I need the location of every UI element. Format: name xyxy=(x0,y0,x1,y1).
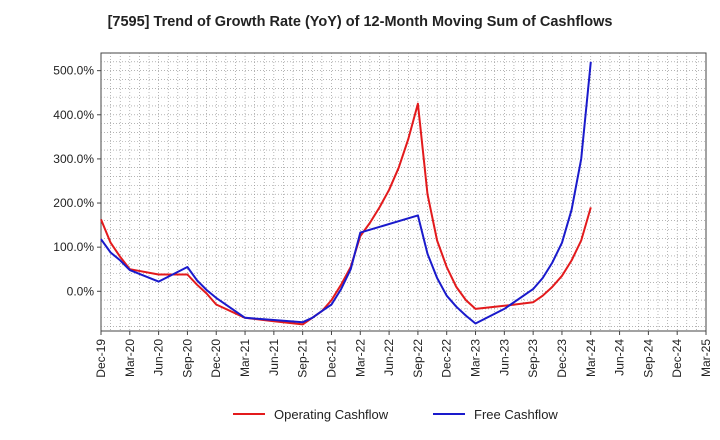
x-tick-label: Sep-21 xyxy=(296,339,310,378)
free-cashflow-line xyxy=(100,61,592,325)
x-tick-label: Mar-21 xyxy=(238,339,252,377)
x-tick-label: Jun-22 xyxy=(382,339,396,376)
y-tick-label: 0.0% xyxy=(67,284,95,298)
x-tick-label: Dec-21 xyxy=(324,339,338,378)
chart-title: [7595] Trend of Growth Rate (YoY) of 12-… xyxy=(107,14,613,30)
x-tick-label: Dec-23 xyxy=(555,339,569,378)
plot-area xyxy=(100,52,707,332)
y-tick-label: 200.0% xyxy=(53,196,94,210)
y-axis-ticks: 0.0% 100.0% 200.0% 300.0% 400.0% 500.0% xyxy=(53,64,101,298)
legend-label-operating-cashflow: Operating Cashflow xyxy=(274,407,389,422)
x-tick-label: Sep-23 xyxy=(526,339,540,378)
y-tick-label: 300.0% xyxy=(53,152,94,166)
x-tick-label: Mar-23 xyxy=(469,339,483,377)
grid-lines xyxy=(101,53,706,331)
x-tick-label: Dec-20 xyxy=(209,339,223,378)
x-tick-label: Mar-22 xyxy=(353,339,367,377)
y-tick-label: 400.0% xyxy=(53,108,94,122)
x-tick-label: Dec-19 xyxy=(94,339,108,378)
x-tick-label: Jun-21 xyxy=(267,339,281,376)
x-tick-label: Jun-20 xyxy=(152,339,166,376)
y-tick-label: 100.0% xyxy=(53,240,94,254)
operating-cashflow-line xyxy=(100,102,592,326)
x-tick-label: Dec-22 xyxy=(440,339,454,378)
x-tick-label: Jun-23 xyxy=(497,339,511,376)
x-tick-label: Mar-24 xyxy=(584,339,598,377)
series-lines xyxy=(100,61,592,326)
x-tick-label: Sep-24 xyxy=(641,339,655,378)
legend-label-free-cashflow: Free Cashflow xyxy=(474,407,558,422)
x-tick-label: Sep-22 xyxy=(411,339,425,378)
x-tick-label: Jun-24 xyxy=(613,339,627,376)
legend: Operating Cashflow Free Cashflow xyxy=(233,407,558,422)
x-tick-label: Sep-20 xyxy=(180,339,194,378)
x-axis-ticks: Dec-19 Mar-20 Jun-20 Sep-20 Dec-20 Mar-21 Jun-… xyxy=(94,331,713,378)
x-tick-label: Mar-25 xyxy=(699,339,713,377)
x-tick-label: Mar-20 xyxy=(123,339,137,377)
y-tick-label: 500.0% xyxy=(53,64,94,78)
x-tick-label: Dec-24 xyxy=(670,339,684,378)
